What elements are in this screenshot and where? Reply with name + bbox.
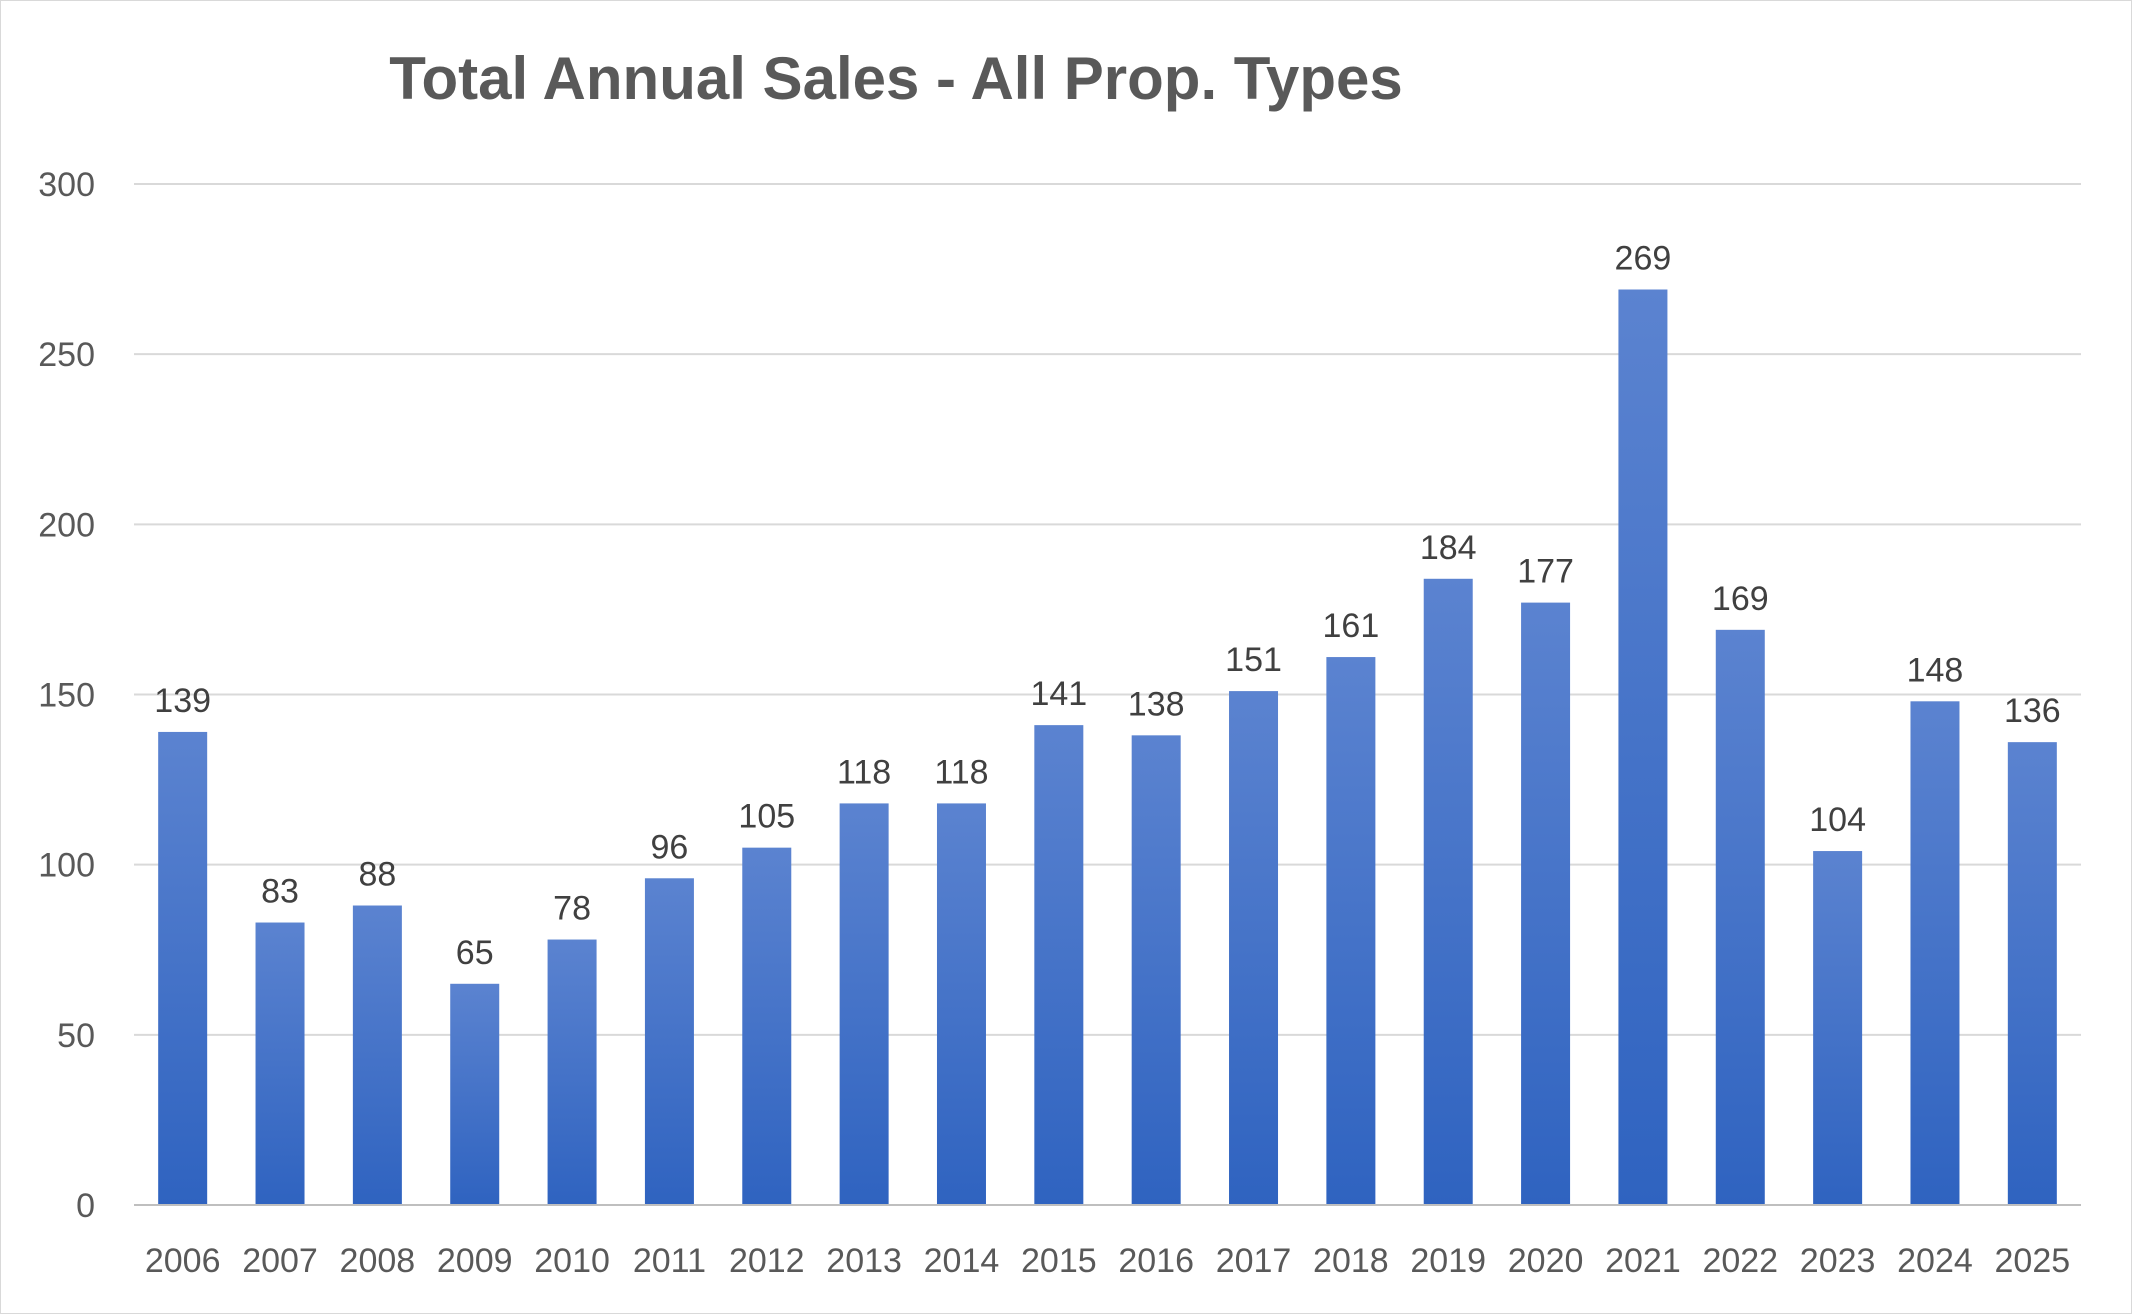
bar-2006 — [158, 731, 208, 1205]
bar-2008 — [352, 905, 402, 1205]
bar-2015 — [1034, 725, 1084, 1205]
data-label-2007: 83 — [261, 873, 299, 911]
data-label-2015: 141 — [1030, 675, 1087, 713]
bar-2023 — [1813, 851, 1863, 1205]
data-label-2012: 105 — [738, 798, 795, 836]
y-axis-ticks: 0 50 100 150 200 250 300 — [38, 166, 95, 1225]
data-label-2022: 169 — [1712, 580, 1769, 618]
data-label-2020: 177 — [1517, 553, 1574, 591]
bar-2010 — [547, 939, 597, 1205]
bar-2016 — [1131, 735, 1181, 1205]
y-tick-label: 50 — [57, 1017, 95, 1055]
data-label-2017: 151 — [1225, 641, 1282, 679]
data-label-2025: 136 — [2004, 692, 2061, 730]
bar-2013 — [839, 803, 889, 1205]
x-tick-label-2009: 2009 — [437, 1242, 513, 1280]
x-tick-label-2021: 2021 — [1605, 1242, 1681, 1280]
x-tick-label-2019: 2019 — [1410, 1242, 1486, 1280]
bar-2024 — [1910, 701, 1960, 1205]
x-tick-label-2025: 2025 — [1995, 1242, 2071, 1280]
x-axis-ticks: 2006 2007 2008 2009 2010 2011 2012 2013 2014 2015… — [145, 1242, 2070, 1280]
data-labels: 139 83 88 65 78 96 105 118 118 141 138 151 161 184 177… — [154, 240, 2060, 972]
x-tick-label-2017: 2017 — [1216, 1242, 1292, 1280]
data-label-2013: 118 — [837, 753, 891, 791]
bar-2012 — [742, 847, 792, 1205]
bar-2011 — [644, 878, 694, 1205]
data-label-2021: 269 — [1615, 240, 1672, 278]
data-label-2018: 161 — [1323, 607, 1380, 645]
y-tick-label: 300 — [38, 166, 95, 204]
x-tick-label-2022: 2022 — [1702, 1242, 1778, 1280]
x-tick-label-2012: 2012 — [729, 1242, 805, 1280]
x-tick-label-2010: 2010 — [534, 1242, 610, 1280]
y-tick-label: 150 — [38, 677, 95, 715]
x-tick-label-2008: 2008 — [340, 1242, 416, 1280]
y-tick-label: 250 — [38, 336, 95, 374]
x-tick-label-2013: 2013 — [826, 1242, 902, 1280]
bar-2022 — [1715, 629, 1765, 1205]
bar-2007 — [255, 922, 305, 1205]
y-tick-label: 100 — [38, 847, 95, 885]
x-tick-label-2023: 2023 — [1800, 1242, 1876, 1280]
y-tick-label: 0 — [76, 1187, 95, 1225]
bar-2020 — [1521, 602, 1571, 1205]
x-tick-label-2007: 2007 — [242, 1242, 318, 1280]
data-label-2011: 96 — [651, 828, 689, 866]
data-label-2010: 78 — [553, 890, 591, 928]
data-label-2006: 139 — [154, 682, 211, 720]
bar-2017 — [1229, 691, 1279, 1205]
bar-2021 — [1618, 289, 1668, 1206]
data-label-2016: 138 — [1128, 685, 1185, 723]
data-label-2014: 118 — [934, 753, 988, 791]
data-label-2009: 65 — [456, 934, 494, 972]
bar-2009 — [450, 983, 500, 1205]
x-tick-label-2006: 2006 — [145, 1242, 221, 1280]
chart-title: Total Annual Sales - All Prop. Types — [389, 45, 1403, 112]
x-tick-label-2015: 2015 — [1021, 1242, 1097, 1280]
data-label-2023: 104 — [1809, 801, 1866, 839]
x-tick-label-2024: 2024 — [1897, 1242, 1973, 1280]
x-tick-label-2011: 2011 — [633, 1242, 706, 1280]
x-tick-label-2016: 2016 — [1118, 1242, 1194, 1280]
x-tick-label-2018: 2018 — [1313, 1242, 1389, 1280]
bars — [158, 289, 2057, 1206]
data-label-2019: 184 — [1420, 529, 1477, 567]
bar-2025 — [2007, 742, 2057, 1205]
bar-2018 — [1326, 657, 1376, 1205]
gridlines — [134, 183, 2081, 1036]
data-label-2008: 88 — [358, 856, 396, 894]
bar-2019 — [1423, 578, 1473, 1205]
data-label-2024: 148 — [1907, 651, 1964, 689]
y-tick-label: 200 — [38, 506, 95, 544]
x-tick-label-2020: 2020 — [1508, 1242, 1584, 1280]
bar-2014 — [936, 803, 986, 1205]
x-tick-label-2014: 2014 — [924, 1242, 1000, 1280]
